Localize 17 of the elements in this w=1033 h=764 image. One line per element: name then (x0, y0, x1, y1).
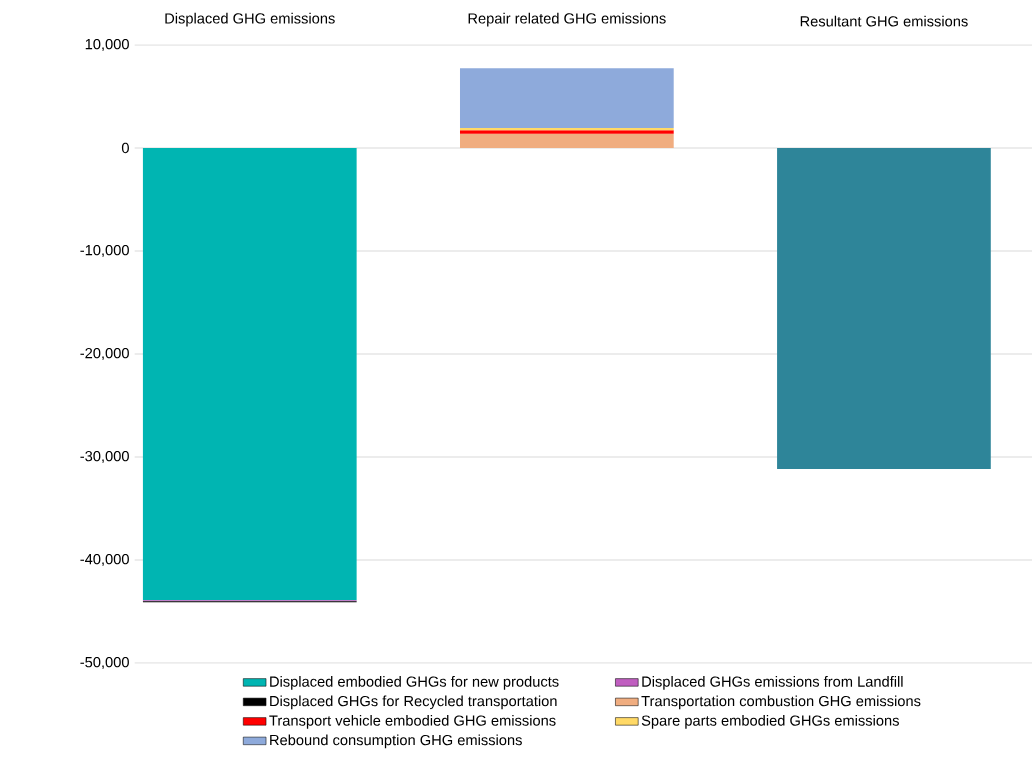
y-tick-label: 0 (121, 142, 129, 154)
x-tick-label: Repair related GHG emissions (468, 12, 666, 27)
y-tick-label: 10,000 (85, 38, 129, 52)
x-tick-label: Displaced GHG emissions (165, 12, 335, 27)
legend-label: Rebound consumption GHG emissions (270, 734, 522, 749)
legend-label: Transport vehicle embodied GHG emissions (269, 714, 556, 729)
y-tick-label: -30,000 (80, 450, 129, 464)
legend-label: Spare parts embodied GHGs emissions (641, 714, 899, 729)
y-tick-label: -10,000 (80, 244, 129, 258)
legend-label: Transportation combustion GHG emissions (641, 695, 921, 710)
legend-label: Displaced GHGs emissions from Landfill (642, 676, 903, 690)
y-tick-label: -50,000 (80, 656, 129, 670)
x-tick-label: Resultant GHG emissions (800, 15, 968, 27)
legend-label: Displaced GHGs for Recycled transportation (270, 695, 557, 710)
legend-label: Displaced embodied GHGs for new products (270, 676, 559, 690)
y-tick-label: -40,000 (80, 553, 129, 567)
y-tick-label: -20,000 (80, 347, 129, 361)
